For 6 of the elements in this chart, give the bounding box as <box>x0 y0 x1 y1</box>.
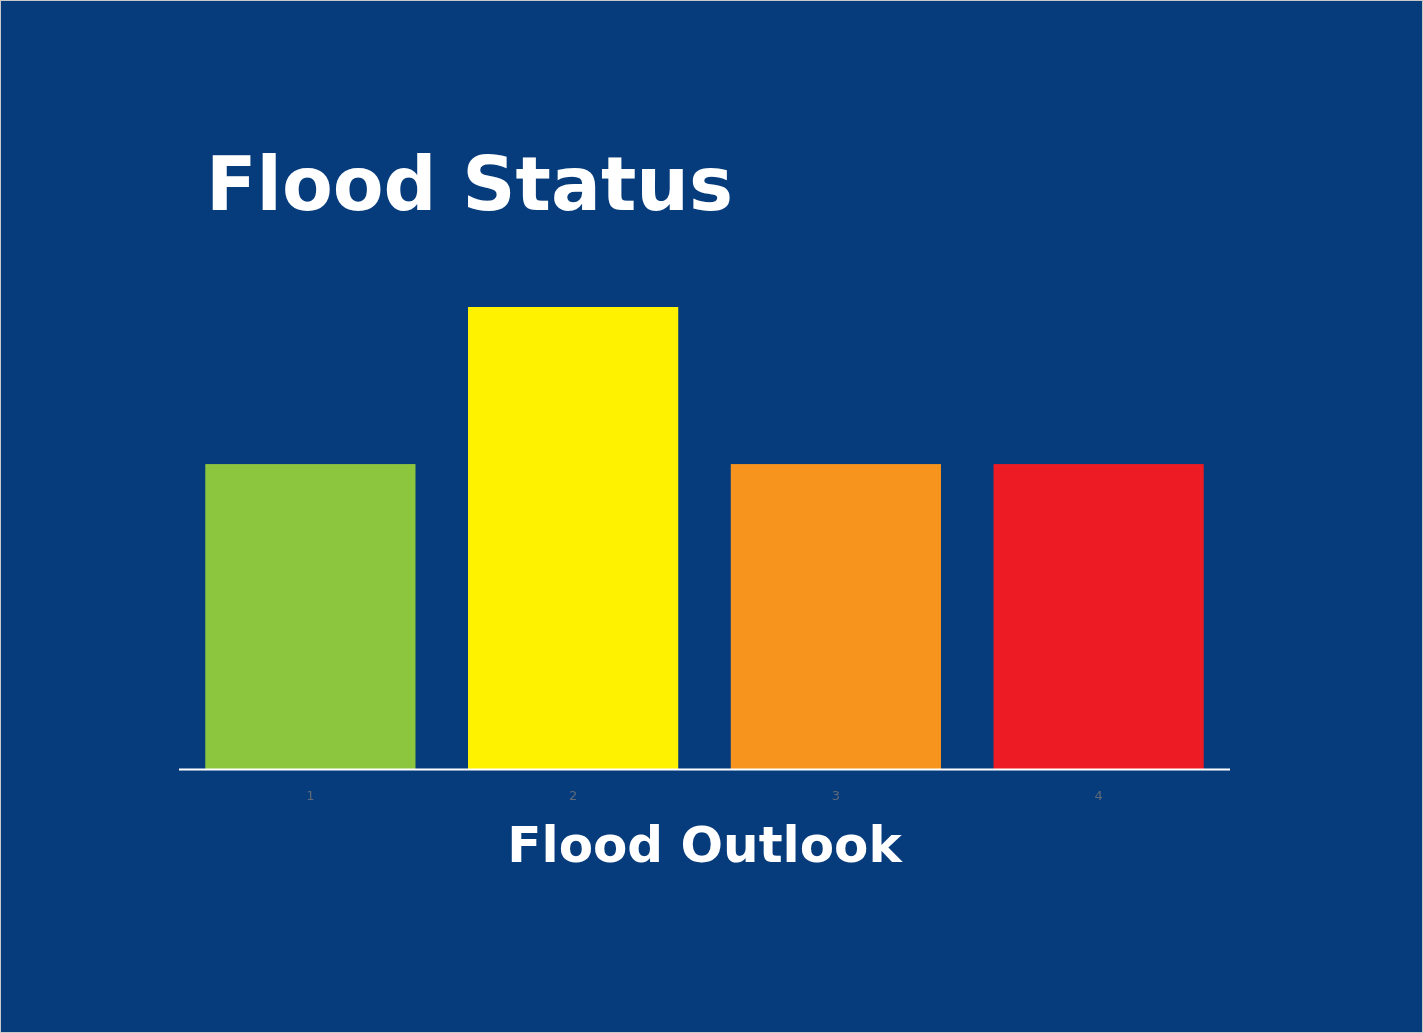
chart-title: Flood Status <box>206 141 734 227</box>
x-tick-label: 3 <box>831 788 841 803</box>
x-tick-label: 2 <box>568 788 578 803</box>
x-tick-label: 4 <box>1094 788 1103 803</box>
x-tick-label: 1 <box>306 788 315 803</box>
x-axis-title: Flood Outlook <box>507 816 904 874</box>
